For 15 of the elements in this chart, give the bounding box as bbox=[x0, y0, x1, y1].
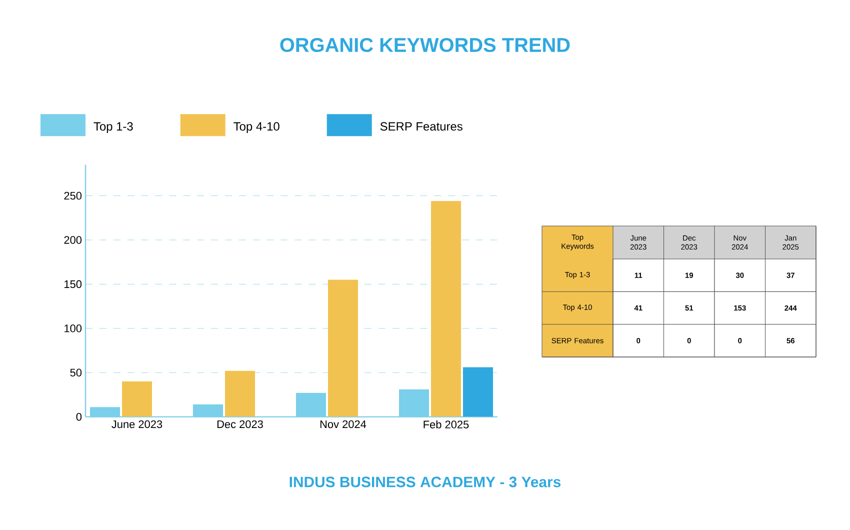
legend-label: SERP Features bbox=[380, 122, 462, 131]
x-tick-label: June 2023 bbox=[112, 420, 162, 428]
y-tick-label: 200 bbox=[64, 236, 82, 244]
y-tick-label: 0 bbox=[76, 412, 82, 421]
x-tick-label: Feb 2025 bbox=[424, 420, 469, 428]
y-tick-label: 100 bbox=[64, 324, 82, 332]
chart-title: ORGANIC KEYWORDS TREND bbox=[280, 38, 570, 52]
y-tick-label: 150 bbox=[64, 280, 82, 288]
x-tick-label: Nov 2024 bbox=[320, 420, 366, 428]
text: INDUS BUSINESS ACADEMY - 3 Years bbox=[290, 476, 561, 488]
legend-label: Top 1-3 bbox=[94, 122, 133, 133]
x-tick-label: Dec 2023 bbox=[217, 420, 263, 428]
y-tick-label: 250 bbox=[64, 192, 82, 200]
legend-label: Top 4-10 bbox=[234, 122, 280, 133]
y-tick-label: 50 bbox=[70, 368, 82, 376]
